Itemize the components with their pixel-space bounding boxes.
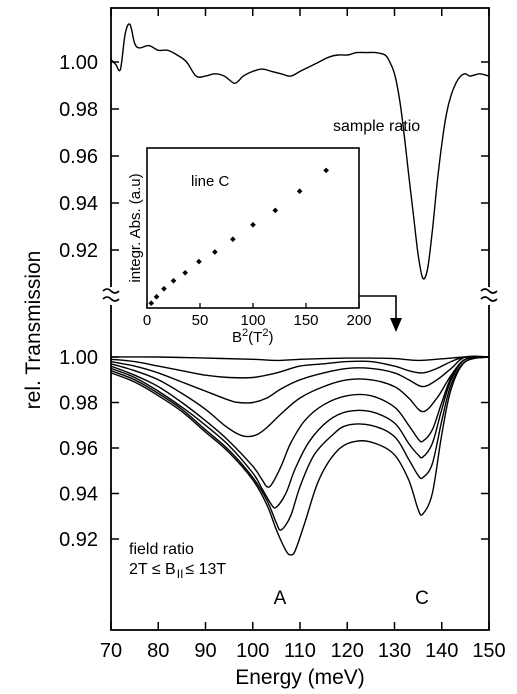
inset-point [250,221,256,228]
x-tick-label: 140 [425,640,458,662]
x-axis-title: Energy (meV) [235,666,365,689]
y-tick-label: 0.92 [59,240,98,262]
x-tick-label: 100 [236,640,269,662]
inset-point [148,300,155,307]
lower-series-line-5 [110,356,490,509]
axis-break-left [102,287,120,305]
inset-x-title-unit: (T [248,329,262,346]
lower-series-line-3 [110,356,490,438]
inset-x-tick-label: 200 [346,312,371,329]
lower-series-line-7 [110,356,490,556]
x-tick-label: 120 [331,640,364,662]
x-tick-label: 70 [100,640,122,662]
inset-scatter-points [148,167,329,307]
x-tick-label: 130 [378,640,411,662]
peak-label-a: A [274,588,287,609]
y-tick-label: 0.94 [59,484,98,506]
y-tick-label: 1.00 [59,52,98,74]
y-axis-title: rel. Transmission [22,251,45,410]
inset-x-tick-label: 150 [293,312,318,329]
inset-point [161,285,167,292]
x-axis-tick-labels: 70 80 90 100 110 120 130 140 150 [100,640,506,662]
inset-point [230,236,236,243]
field-range-end: ≤ 13T [185,561,226,578]
x-tick-label: 80 [147,640,169,662]
y-tick-label: 0.98 [59,99,98,121]
inset-arrow-line [359,295,397,318]
inset-x-title-close: ) [268,329,273,346]
sample-ratio-label: sample ratio [333,118,420,135]
lower-series-line-2 [110,355,490,404]
inset-x-axis-title: B2(T2) [232,327,273,346]
axis-break-right [480,287,498,305]
field-range-start: 2T ≤ B [129,561,176,578]
field-ratio-label: field ratio [129,541,194,558]
inset-x-tick-label: 0 [143,312,151,329]
lower-series-line-4 [110,356,490,488]
inset-frame [146,147,360,309]
inset-title: line C [191,173,230,190]
inset-point [296,188,303,195]
inset-point [323,167,329,174]
inset-x-title-sup: 2 [242,327,248,339]
y-tick-label: 0.94 [59,193,98,215]
inset-point [182,269,188,276]
inset-arrow-head [390,318,402,332]
inset-x-title-base: B [232,329,242,346]
lower-y-axis-ticks: 1.00 0.98 0.96 0.94 0.92 [59,347,489,551]
inset-point [212,249,218,255]
lower-panel-series [110,355,490,556]
inset-point [196,258,202,265]
inset-x-tick-label: 50 [192,312,209,329]
y-tick-label: 0.96 [59,438,98,460]
y-tick-label: 0.98 [59,393,98,415]
x-axis-ticks [110,8,490,630]
x-tick-label: 150 [472,640,505,662]
peak-label-c: C [415,588,429,609]
y-tick-label: 1.00 [59,347,98,369]
inset-y-axis-title: integr. Abs. (a.u) [127,173,144,282]
lower-series-line-1 [110,355,490,379]
inset-point [153,293,160,300]
inset-x-tick-label: 100 [240,312,265,329]
upper-y-axis-ticks: 1.00 0.98 0.96 0.94 0.92 [59,52,489,262]
lower-series-line-0 [110,356,490,362]
upper-series-line [110,23,490,280]
upper-panel-series [110,23,490,280]
y-tick-label: 0.92 [59,529,98,551]
y-tick-label: 0.96 [59,146,98,168]
field-range-subscript: II [177,567,184,581]
inset-x-axis-tick-labels: 0 50 100 150 200 [143,312,372,329]
field-range-label: 2T ≤ BII ≤ 13T [129,561,226,581]
x-tick-label: 90 [194,640,216,662]
inset-point [170,277,177,284]
lower-series-line-6 [110,356,490,531]
inset-point [272,207,279,214]
x-tick-label: 110 [284,640,316,662]
inset-x-axis-ticks [146,303,360,308]
inset-x-title-unit-sup: 2 [262,327,268,339]
